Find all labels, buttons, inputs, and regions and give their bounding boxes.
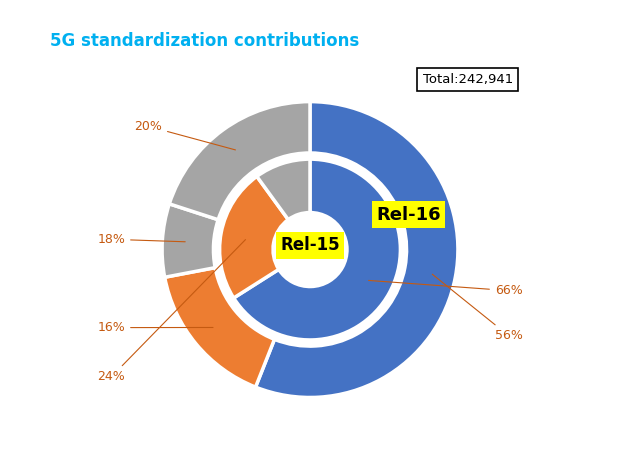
Wedge shape [165,268,275,387]
Text: Rel-16: Rel-16 [376,206,441,224]
Wedge shape [169,101,310,220]
Text: 56%: 56% [432,274,523,342]
Wedge shape [234,159,401,340]
Text: 24%: 24% [97,240,246,383]
Wedge shape [162,204,218,277]
Text: 18%: 18% [97,233,185,246]
Circle shape [273,212,347,287]
Wedge shape [219,176,288,298]
Text: Total:242,941: Total:242,941 [423,73,513,86]
Wedge shape [255,101,458,397]
Text: 20%: 20% [134,120,236,150]
Wedge shape [257,159,310,220]
Text: 66%: 66% [368,280,523,297]
Text: 16%: 16% [97,321,213,334]
Text: 5G standardization contributions: 5G standardization contributions [50,32,359,50]
Text: Rel-15: Rel-15 [280,236,340,255]
